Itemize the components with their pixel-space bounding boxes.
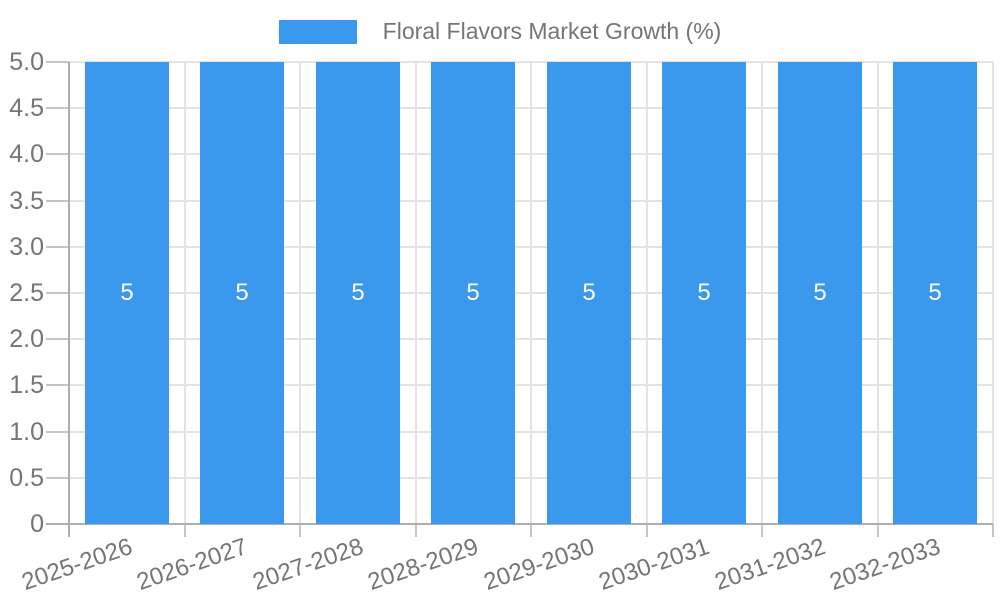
legend-label: Floral Flavors Market Growth (%) xyxy=(382,18,722,44)
gridline-vertical xyxy=(299,62,301,524)
bar-2025-2026[interactable] xyxy=(85,62,169,524)
y-axis-label: 2.0 xyxy=(9,325,44,353)
legend-swatch xyxy=(278,19,357,44)
y-axis-label: 4.5 xyxy=(9,94,44,122)
x-axis-tick xyxy=(992,524,994,537)
y-axis-tick xyxy=(46,61,69,63)
y-axis-tick xyxy=(46,384,69,386)
bar-value-label: 5 xyxy=(351,279,365,306)
gridline-vertical xyxy=(761,62,763,524)
bar-2026-2027[interactable] xyxy=(200,62,284,524)
y-axis-label: 2.5 xyxy=(9,279,44,307)
y-axis-tick xyxy=(46,477,69,479)
legend: Floral Flavors Market Growth (%) xyxy=(0,18,1000,45)
gridline-vertical xyxy=(184,62,186,524)
bar-2030-2031[interactable] xyxy=(662,62,746,524)
gridline-vertical xyxy=(646,62,648,524)
bar-2031-2032[interactable] xyxy=(778,62,862,524)
y-axis-label: 5.0 xyxy=(9,48,44,76)
gridline-vertical xyxy=(992,62,994,524)
bar-2027-2028[interactable] xyxy=(316,62,400,524)
x-axis-tick xyxy=(877,524,879,537)
x-axis-tick xyxy=(299,524,301,537)
y-axis-tick xyxy=(46,431,69,433)
bar-2032-2033[interactable] xyxy=(893,62,977,524)
x-axis-line xyxy=(46,523,993,525)
y-axis-tick xyxy=(46,107,69,109)
y-axis-tick xyxy=(46,246,69,248)
y-axis-label: 4.0 xyxy=(9,140,44,168)
bar-value-label: 5 xyxy=(235,279,249,306)
y-axis-label: 3.5 xyxy=(9,187,44,215)
gridline-vertical xyxy=(415,62,417,524)
bar-value-label: 5 xyxy=(928,279,942,306)
y-axis-tick xyxy=(46,153,69,155)
gridline-vertical xyxy=(877,62,879,524)
y-axis-label: 3.0 xyxy=(9,233,44,261)
y-axis-tick xyxy=(46,338,69,340)
y-axis-tick xyxy=(46,200,69,202)
x-axis-tick xyxy=(646,524,648,537)
bar-value-label: 5 xyxy=(582,279,596,306)
bar-value-label: 5 xyxy=(813,279,827,306)
y-axis-label: 1.0 xyxy=(9,418,44,446)
x-axis-tick xyxy=(761,524,763,537)
legend-item[interactable]: Floral Flavors Market Growth (%) xyxy=(278,18,722,45)
bar-2028-2029[interactable] xyxy=(431,62,515,524)
x-axis-tick xyxy=(530,524,532,537)
y-axis-tick xyxy=(46,292,69,294)
y-axis-label: 0.5 xyxy=(9,464,44,492)
x-axis-tick xyxy=(415,524,417,537)
y-axis-label: 0 xyxy=(30,510,44,538)
bar-value-label: 5 xyxy=(697,279,711,306)
gridline-vertical xyxy=(530,62,532,524)
bar-2029-2030[interactable] xyxy=(547,62,631,524)
x-axis-tick xyxy=(184,524,186,537)
y-axis-label: 1.5 xyxy=(9,371,44,399)
y-axis-line xyxy=(68,62,70,537)
bar-value-label: 5 xyxy=(466,279,480,306)
bar-value-label: 5 xyxy=(120,279,134,306)
